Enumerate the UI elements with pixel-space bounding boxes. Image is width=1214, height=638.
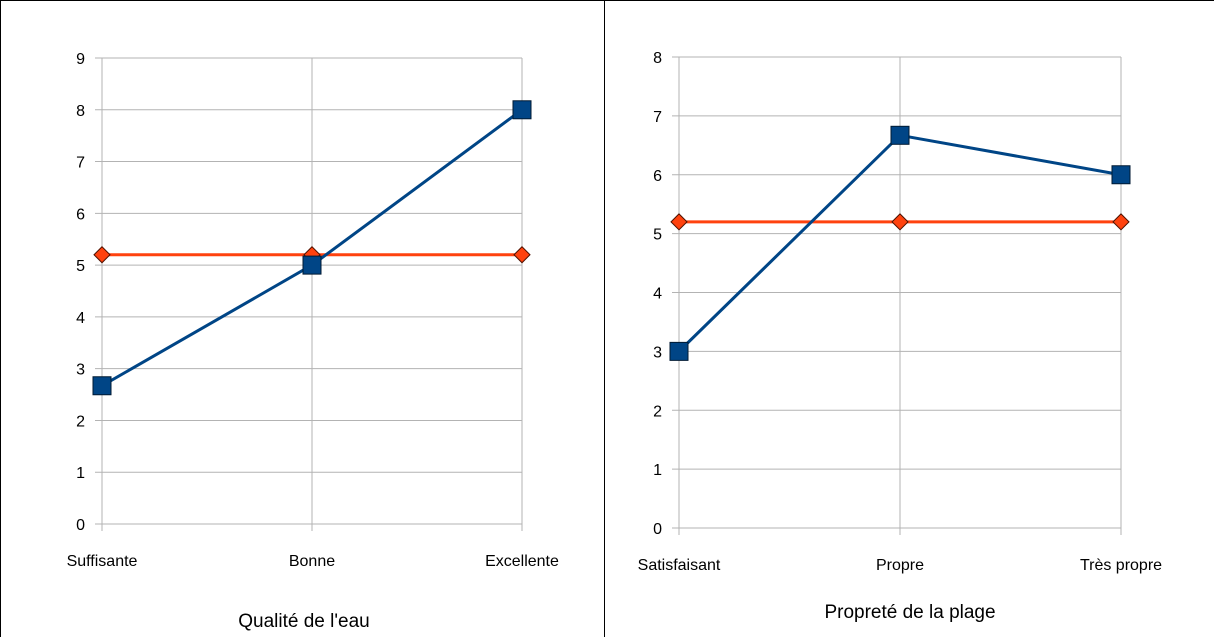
x-tick-label: Excellente — [485, 553, 559, 570]
x-tick-label: Satisfaisant — [638, 557, 721, 574]
series-1-point — [512, 100, 532, 120]
y-tick-label: 8 — [653, 50, 662, 67]
y-tick-label: 9 — [76, 51, 85, 68]
y-tick-label: 3 — [653, 344, 662, 361]
series-2-point — [891, 213, 909, 231]
y-tick-label: 7 — [76, 155, 85, 172]
y-tick-label: 1 — [653, 462, 662, 479]
y-tick-label: 2 — [653, 403, 662, 420]
x-tick-label: Très propre — [1080, 557, 1162, 574]
y-tick-label: 5 — [653, 227, 662, 244]
y-tick-label: 6 — [76, 206, 85, 223]
y-tick-label: 8 — [76, 103, 85, 120]
x-axis-title: Qualité de l'eau — [238, 611, 369, 632]
y-tick-label: 6 — [653, 168, 662, 185]
series-1-point — [890, 125, 910, 145]
y-tick-label: 1 — [76, 465, 85, 482]
y-tick-label: 0 — [653, 521, 662, 538]
series-1-point — [669, 341, 689, 361]
water-quality-chart: 0 1 2 3 4 5 6 7 8 9 Suffisante Bonne Excellente Quali… — [67, 51, 559, 632]
y-tick-label: 0 — [76, 517, 85, 534]
series-1-point — [1111, 165, 1131, 185]
x-tick-label: Bonne — [289, 553, 335, 570]
series-1-point — [302, 255, 322, 275]
chart-panel-beach-cleanliness: 0 1 2 3 4 5 6 7 8 Satisfaisant Propre Très propre Pr… — [604, 0, 1214, 637]
series-2-point — [93, 246, 111, 264]
y-tick-label: 4 — [653, 286, 662, 303]
x-tick-label: Suffisante — [67, 553, 138, 570]
y-tick-label: 4 — [76, 310, 85, 327]
x-axis-title: Propreté de la plage — [824, 602, 995, 623]
series-2-point — [513, 246, 531, 264]
x-tick-label: Propre — [876, 557, 924, 574]
beach-cleanliness-chart: 0 1 2 3 4 5 6 7 8 Satisfaisant Propre Très propre Pr… — [638, 50, 1163, 623]
series-2-point — [1112, 213, 1130, 231]
y-tick-label: 2 — [76, 413, 85, 430]
y-tick-label: 3 — [76, 362, 85, 379]
series-2-point — [670, 213, 688, 231]
chart-panel-water-quality: 0 1 2 3 4 5 6 7 8 9 Suffisante Bonne Excellente Quali… — [0, 0, 604, 637]
y-tick-label: 7 — [653, 109, 662, 126]
series-1-point — [92, 376, 112, 396]
y-tick-label: 5 — [76, 258, 85, 275]
